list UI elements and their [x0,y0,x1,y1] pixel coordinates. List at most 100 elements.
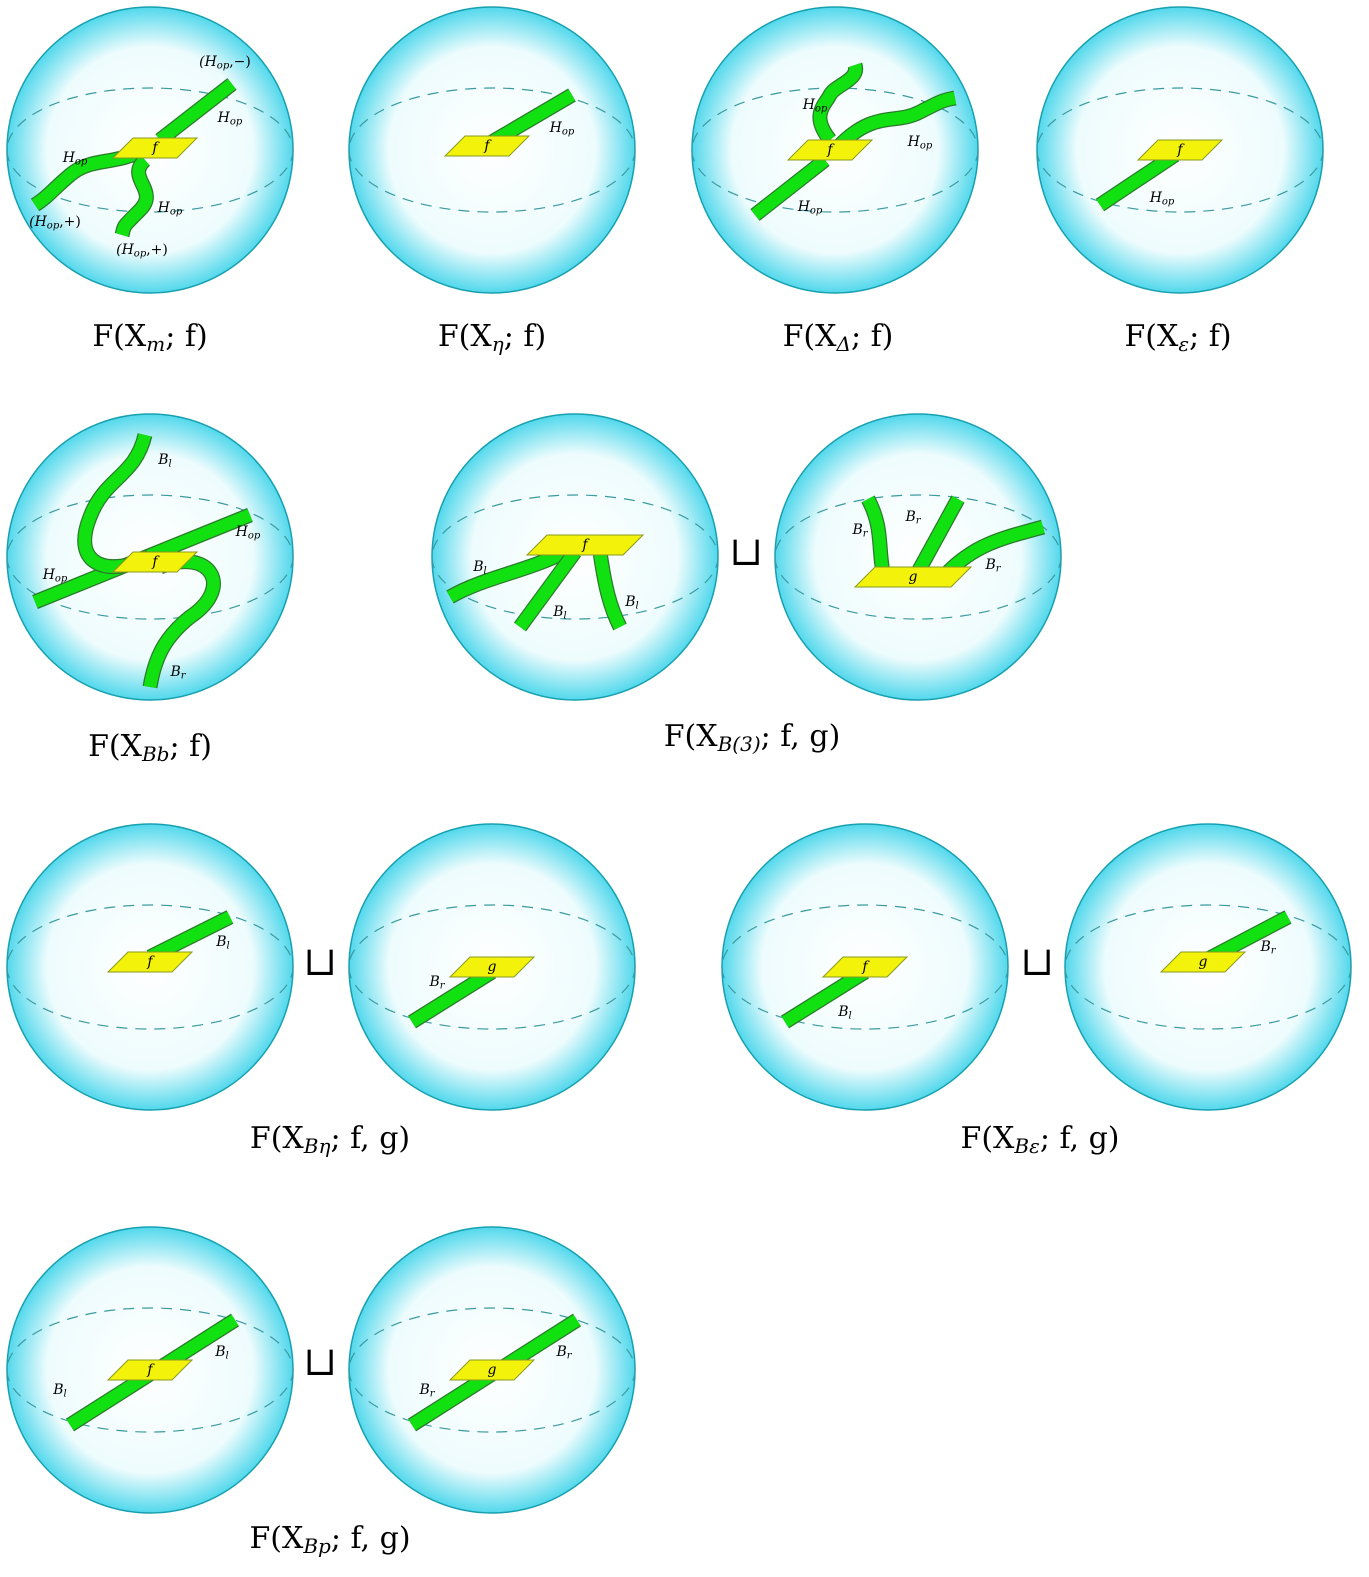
label-sub: l [564,610,567,621]
label-sub: op [55,573,68,584]
label-main: B [624,594,635,610]
label-main: B [418,1382,429,1398]
label-main: F(X [250,1121,305,1156]
label-tail: ; f) [1189,319,1231,354]
label-main: H [802,97,816,113]
ribbon [835,91,957,150]
disjoint-union: ⊔ [1020,939,1054,985]
label-sub: Bp [302,1534,331,1558]
label: F(XBη; f, g) [250,1121,410,1158]
coupon [1136,139,1224,161]
label-main: H [235,524,249,540]
coupon [111,137,199,159]
disjoint-union: ⊔ [303,1339,337,1385]
coupon-label: f [151,554,160,570]
coupon-label: f [146,1362,155,1378]
label-main: B [472,559,483,575]
label-sub: op [217,60,230,71]
label: F(XB(3); f, g) [664,719,841,756]
label: Br [555,1344,572,1361]
label-main: H [157,200,171,216]
label-sub: Bb [141,742,170,766]
coupon [443,135,531,157]
coupon-label: g [1199,954,1208,970]
label-main: H [1149,190,1163,206]
label-main: B [904,509,915,525]
label-tail: ; f, g) [1040,1121,1120,1156]
label: F(XBp; f, g) [249,1521,410,1558]
coupon-label: f [483,138,492,154]
label-sub: op [810,205,823,216]
label-sub: op [815,103,828,114]
label-main: F(X [1124,319,1179,354]
label: Br [169,664,186,681]
label-main: (H [29,214,47,230]
label: Bl [214,1344,229,1361]
coupon-label: g [488,959,497,975]
ribbon [1096,149,1179,211]
label-main: (H [199,54,217,70]
ribbon [514,548,581,631]
coupon-label: g [909,569,918,585]
label-sub: op [248,530,261,541]
equator [6,1307,294,1433]
figure: f Hop F(Xη; f) [348,6,636,356]
label: F(Xη; f) [438,319,546,356]
label-sub: Bε [1013,1134,1039,1158]
label-main: B [837,1004,848,1020]
label: Hop [907,134,933,151]
label: Bl [215,934,230,951]
label-main: B [552,604,563,620]
ribbon [781,966,869,1028]
label-sub: ε [1178,332,1189,356]
label-sub: l [226,1350,229,1361]
label-tail: ,−) [229,54,251,70]
label-main: B [214,1344,225,1360]
ribbon [593,551,626,630]
label-sub: B(3) [717,732,761,756]
figure: f Hop F(Xε; f) [1036,6,1324,356]
label-main: F(X [961,1121,1016,1156]
sphere: g Br [348,823,636,1111]
label-main: B [52,1382,63,1398]
label-tail: ; f) [504,319,546,354]
equator [774,494,1062,620]
ribbon [147,911,233,963]
label-sub: op [1162,196,1175,207]
ribbon [78,433,153,573]
label: Hop [549,120,575,137]
label: Hop [157,200,183,217]
equator [1064,904,1352,1030]
label-main: F(X [88,729,143,764]
coupon [448,1359,536,1381]
label-sub: r [863,528,869,539]
coupon [853,566,973,588]
coupon [106,951,194,973]
label-sub: η [492,332,504,356]
coupon-label: f [151,140,160,156]
ribbon [156,79,236,145]
label: Hop [797,199,823,216]
label-sub: op [230,116,243,127]
label-sub: op [170,206,183,217]
label-sub: l [227,940,230,951]
label: Hop [42,567,68,584]
ribbon [813,63,862,144]
equator [348,904,636,1030]
label-main: B [157,452,168,468]
ribbon [751,155,829,220]
label-sub: r [996,563,1002,574]
label-main: F(X [249,1521,304,1556]
coupon-label: f [826,142,835,158]
label-main: F(X [664,719,719,754]
equator [1036,87,1324,213]
coupon [1159,951,1247,973]
label: F(XBε; f, g) [961,1121,1120,1158]
sphere: f Bl [721,823,1009,1111]
label: Br [418,1382,435,1399]
